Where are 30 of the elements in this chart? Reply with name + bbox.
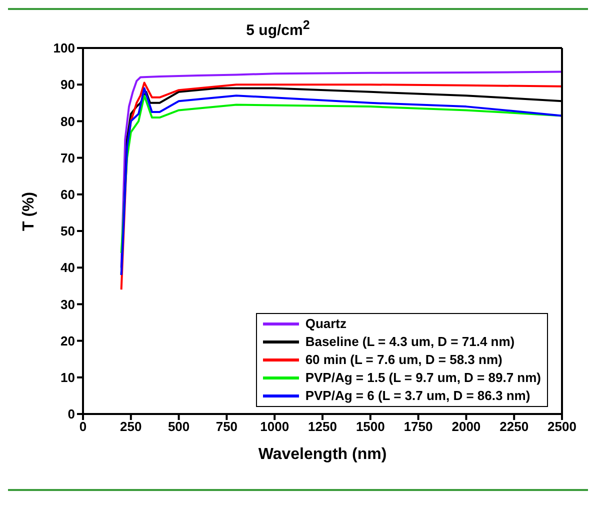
- y-tick-label: 30: [60, 296, 75, 312]
- y-axis-title: T (%): [20, 192, 38, 231]
- x-tick-label: 0: [79, 419, 87, 434]
- legend-label: PVP/Ag = 6 (L = 3.7 um, D = 86.3 nm): [305, 387, 530, 405]
- x-tick-label: 1250: [308, 419, 337, 434]
- x-tick-label: 250: [120, 419, 142, 434]
- x-tick-label: 500: [168, 419, 190, 434]
- x-tick-label: 2500: [548, 419, 576, 434]
- y-tick-label: 80: [60, 114, 75, 129]
- chart-title: 5 ug/cm$^{2}$: [245, 17, 311, 39]
- y-tick-label: 50: [60, 224, 75, 239]
- legend-label: Baseline (L = 4.3 um, D = 71.4 nm): [305, 333, 515, 351]
- y-tick-label: 100: [53, 40, 75, 56]
- x-tick-label: 2000: [452, 419, 481, 434]
- y-tick-label: 90: [60, 77, 75, 92]
- legend-label: PVP/Ag = 1.5 (L = 9.7 um, D = 89.7 nm): [305, 369, 541, 387]
- y-tick-label: 40: [60, 260, 75, 276]
- y-tick-label: 0: [68, 406, 75, 422]
- y-tick-label: 60: [60, 187, 75, 202]
- x-tick-label: 2250: [500, 419, 529, 434]
- x-tick-label: 750: [216, 419, 238, 434]
- x-tick-label: 1000: [260, 419, 290, 434]
- y-tick-label: 70: [60, 150, 75, 166]
- y-tick-label: 20: [60, 333, 75, 348]
- x-tick-label: 1500: [356, 419, 385, 434]
- x-tick-label: 1750: [404, 419, 433, 434]
- x-axis-title: Wavelength (nm): [258, 446, 387, 463]
- y-tick-label: 10: [60, 370, 75, 386]
- legend-label: 60 min (L = 7.6 um, D = 58.3 nm): [305, 351, 502, 369]
- legend-label: Quartz: [305, 315, 346, 333]
